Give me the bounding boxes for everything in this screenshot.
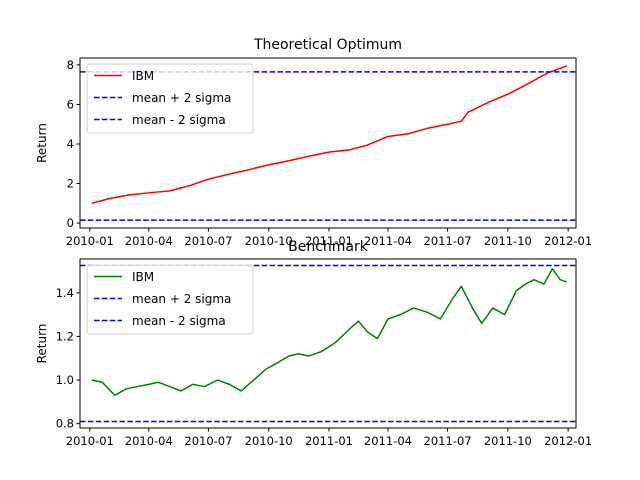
- x-tick-label: 2011-10: [484, 234, 532, 248]
- chart-title: Theoretical Optimum: [253, 37, 402, 53]
- y-tick-label: 1.2: [56, 329, 74, 343]
- x-tick-label: 2011-01: [305, 434, 353, 448]
- y-axis-label: Return: [35, 324, 49, 364]
- axes-frame: [79, 258, 577, 429]
- x-tick-label: 2010-04: [125, 234, 173, 248]
- y-tick-label: 0.8: [56, 417, 74, 431]
- legend: IBM mean + 2 sigma mean - 2 sigma: [86, 264, 254, 335]
- axes-frame: [79, 57, 577, 229]
- chart-title: Benchmark: [288, 239, 369, 255]
- y-tick-label: 6: [67, 97, 74, 111]
- legend-label: mean - 2 sigma: [132, 113, 226, 127]
- legend-label: mean + 2 sigma: [132, 91, 231, 105]
- legend-box: [86, 63, 254, 134]
- y-tick-label: 8: [67, 58, 74, 72]
- x-tick-label: 2010-01: [66, 434, 114, 448]
- x-tick-label: 2010-07: [184, 234, 232, 248]
- y-tick-label: 0: [67, 216, 74, 230]
- x-tick-label: 2011-07: [424, 234, 472, 248]
- y-tick-label: 1.4: [56, 286, 74, 300]
- series-1-line: [91, 268, 568, 397]
- x-tick-label: 2010-04: [125, 434, 173, 448]
- y-tick-label: 2: [67, 177, 74, 191]
- x-tick-label: 2011-07: [424, 434, 472, 448]
- x-tick-label: 2011-10: [484, 434, 532, 448]
- x-tick-label: 2011-04: [364, 434, 412, 448]
- chart-panel-1: 0 2 4 6 8 2010-01 2010-04 2010-07 2010-10 2011-01…: [35, 37, 592, 248]
- legend-box: [86, 264, 254, 335]
- y-axis-label: Return: [35, 123, 49, 163]
- legend-label: IBM: [132, 270, 154, 284]
- x-tick-label: 2010-01: [66, 234, 114, 248]
- x-tick-label: 2011-04: [364, 234, 412, 248]
- x-tick-label: 2012-01: [544, 234, 592, 248]
- x-tick-label: 2010-07: [184, 434, 232, 448]
- x-tick-label: 2010-10: [245, 234, 293, 248]
- y-tick-label: 1.0: [56, 373, 74, 387]
- legend-label: IBM: [132, 69, 154, 83]
- legend-label: mean + 2 sigma: [132, 292, 231, 306]
- legend: IBM mean + 2 sigma mean - 2 sigma: [86, 63, 254, 134]
- x-tick-label: 2012-01: [544, 434, 592, 448]
- legend-label: mean - 2 sigma: [132, 314, 226, 328]
- y-tick-label: 4: [67, 137, 74, 151]
- chart-panel-2: 0.8 1.0 1.2 1.4 2010-01 2010-04 2010-07 2010-10…: [35, 239, 592, 448]
- x-tick-label: 2010-10: [245, 434, 293, 448]
- series-1-line: [91, 65, 568, 205]
- x-tick-label: 2011-01: [305, 234, 353, 248]
